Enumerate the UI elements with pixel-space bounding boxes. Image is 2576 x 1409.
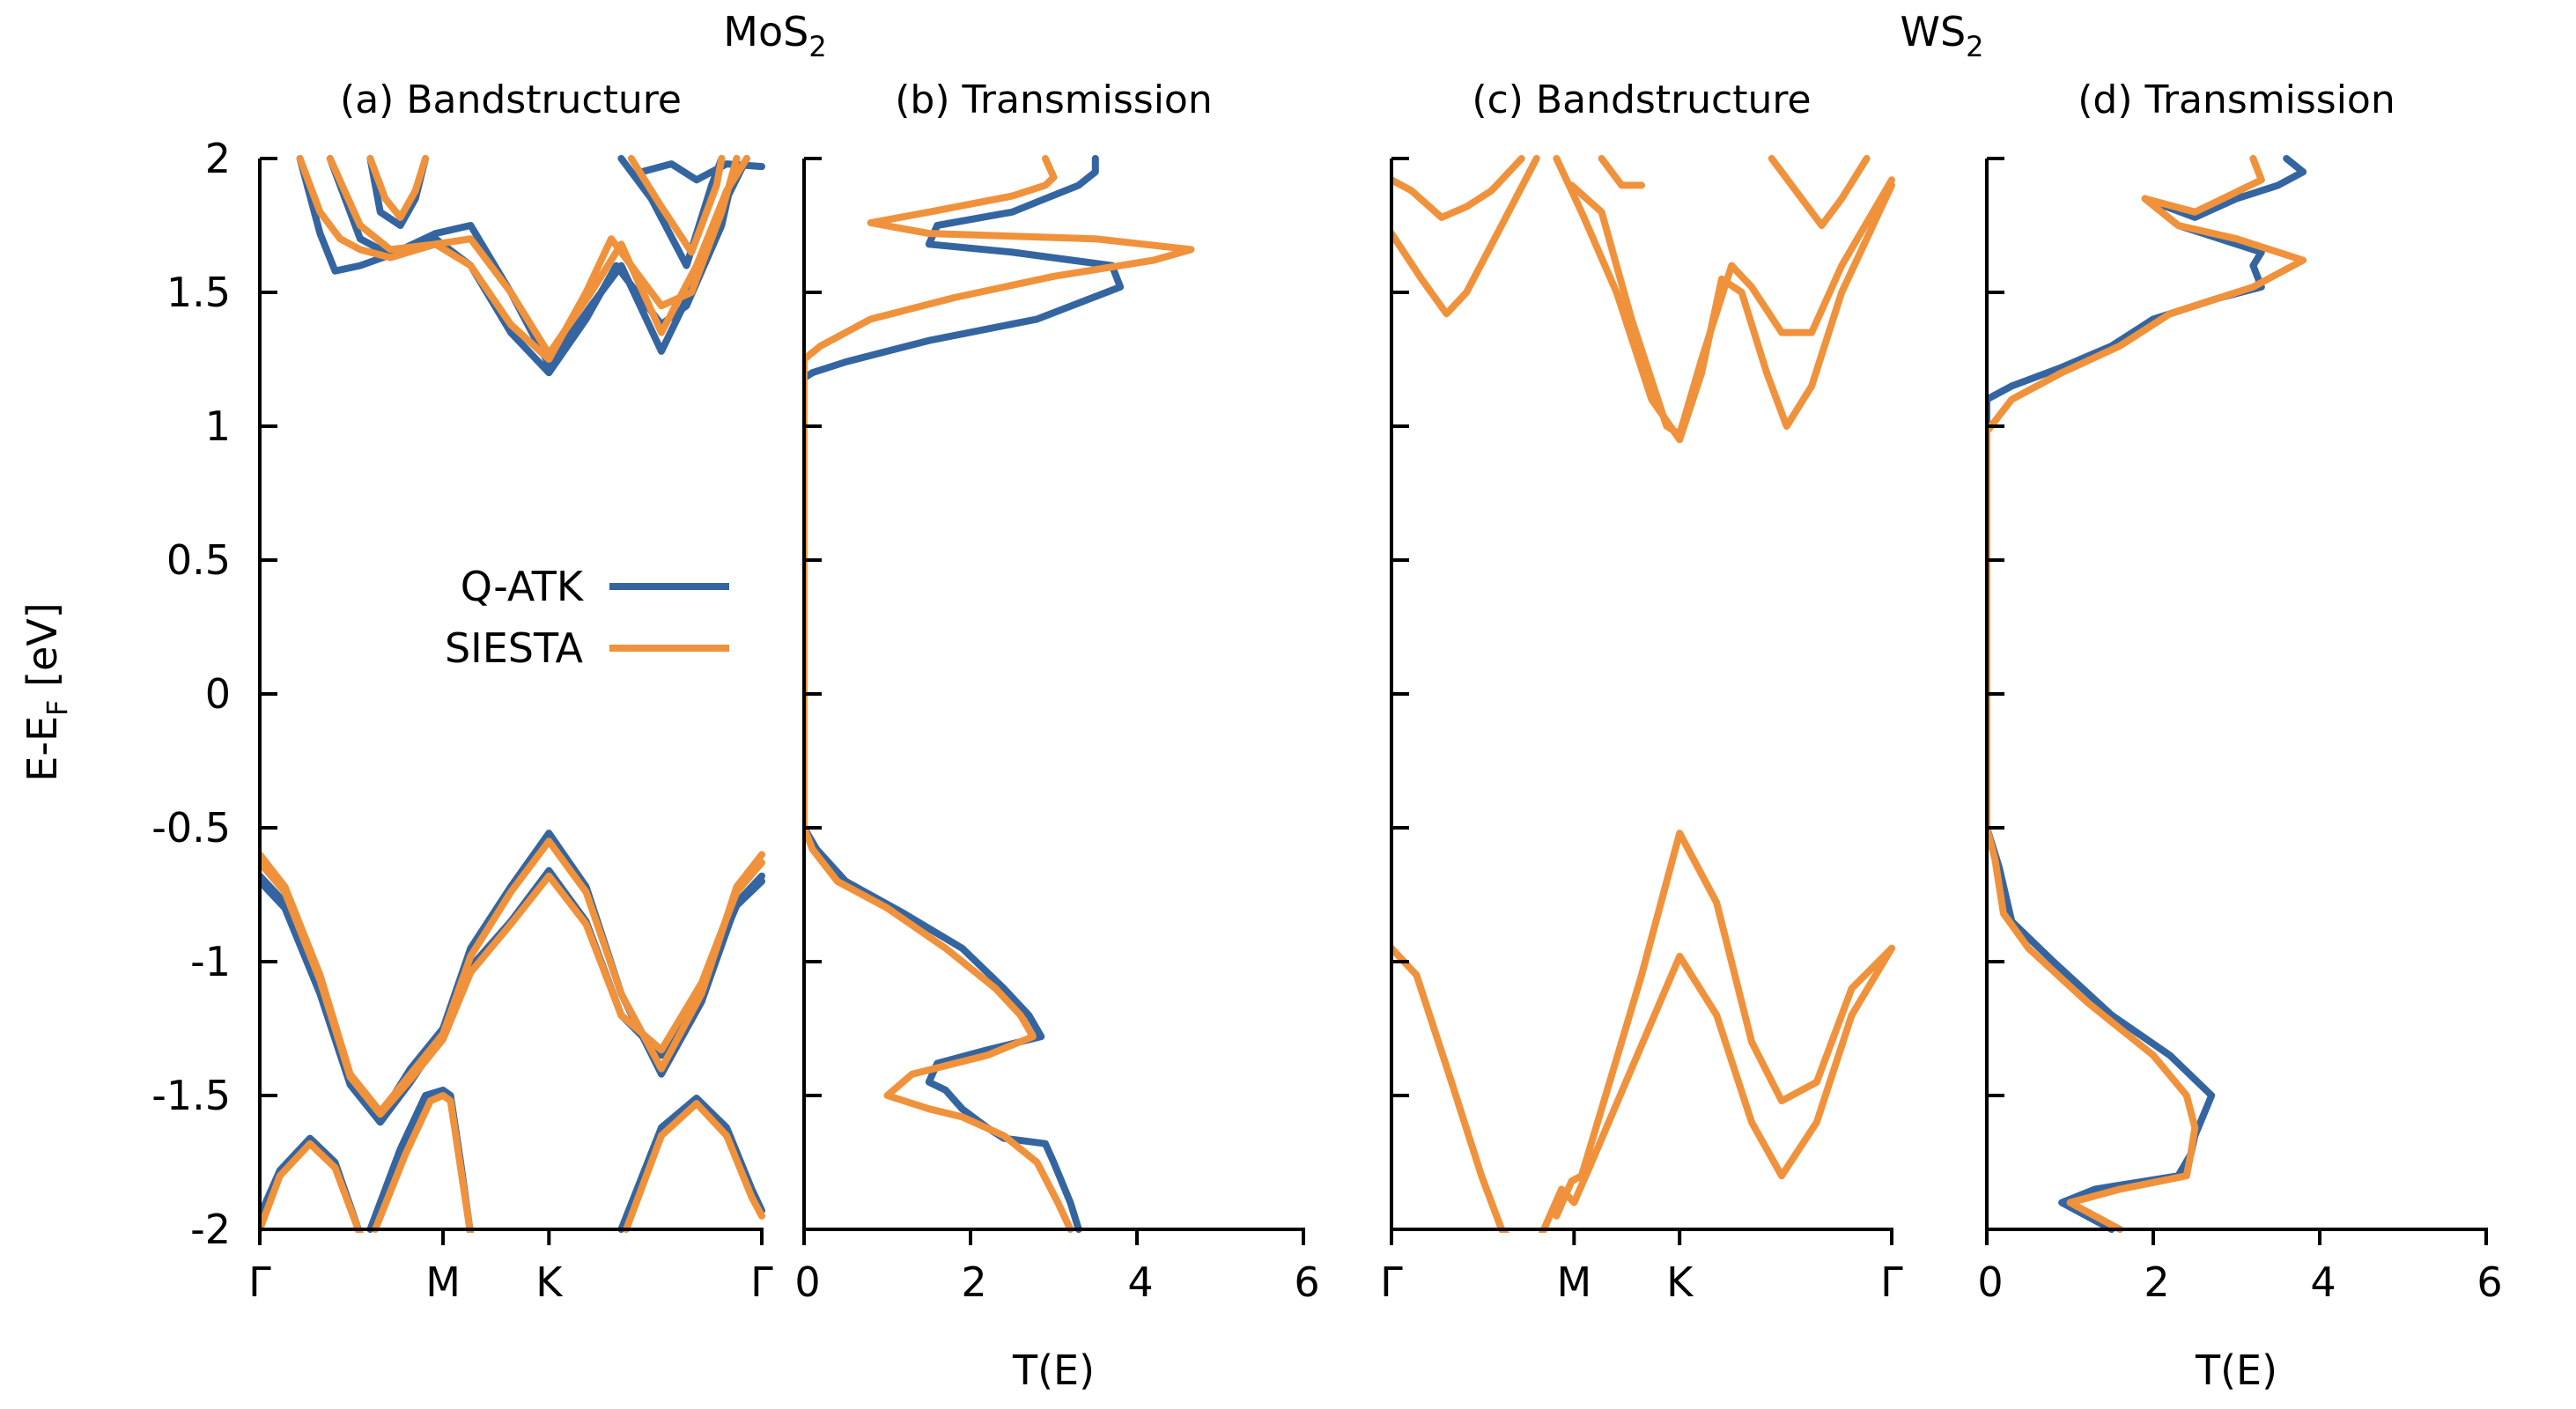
series-siesta-band [1598, 155, 1645, 189]
x-tick-label: 0 [794, 1258, 820, 1306]
series-siesta-band [1538, 944, 1895, 1233]
y-tick-label: 2 [205, 135, 231, 182]
material-title-ws2: WS2 [1900, 8, 1983, 63]
series-qatk-curve [804, 155, 1125, 1233]
x-tick-label: 0 [1977, 1258, 2003, 1306]
series-siesta-band [366, 155, 430, 221]
y-tick-label: -1.5 [151, 1072, 231, 1119]
series-siesta-band [326, 155, 750, 358]
x-tick-label: Γ [1880, 1258, 1903, 1306]
legend-label-qatk: Q-ATK [461, 563, 585, 610]
series-qatk-band [260, 830, 765, 1121]
x-tick-label: Γ [750, 1258, 773, 1306]
x-tick-label: K [535, 1258, 564, 1306]
series-siesta-band [1768, 155, 1871, 229]
x-axis-label: T(E) [1012, 1346, 1095, 1394]
panel-title: (d) Transmission [2078, 77, 2395, 122]
series-siesta-band [627, 155, 726, 256]
legend: Q-ATK SIESTA [445, 563, 729, 672]
y-tick-labels: 2 1.5 1 0.5 0 -0.5 -1 -1.5 -2 [151, 135, 231, 1253]
y-tick-label: -0.5 [151, 804, 231, 852]
series-qatk-curve [1987, 155, 2307, 1233]
x-tick-label: 4 [2310, 1258, 2336, 1306]
x-tick-label: 6 [1294, 1258, 1319, 1306]
panel-title: (a) Bandstructure [340, 77, 682, 122]
panel-title: (c) Bandstructure [1472, 77, 1811, 122]
panel-c-bandstructure-ws2: (c) Bandstructure Γ M K Γ [1380, 77, 1903, 1306]
panel-a-bandstructure-mos2: (a) Bandstructure Γ M K Γ [248, 77, 773, 1306]
x-tick-label: M [425, 1258, 461, 1306]
y-axis-label: E-EF [eV] [18, 602, 74, 781]
series-siesta-band [1568, 176, 1895, 439]
panel-title: (b) Transmission [895, 77, 1213, 122]
series-siesta-band [1391, 944, 1509, 1233]
series-siesta-band [1553, 155, 1895, 444]
series-qatk-band [296, 155, 741, 377]
x-tick-label: Γ [248, 1258, 271, 1306]
series-siesta-band [260, 1140, 364, 1233]
series-siesta-band [1391, 155, 1525, 221]
series-siesta-band [1553, 830, 1895, 1220]
legend-label-siesta: SIESTA [445, 624, 584, 672]
svg-text:E-EF [eV]: E-EF [eV] [18, 602, 74, 781]
y-tick-label: -2 [190, 1206, 231, 1253]
x-tick-label: 2 [2144, 1258, 2169, 1306]
x-tick-label: 6 [2476, 1258, 2502, 1306]
series-siesta-curve [1987, 155, 2307, 1233]
series-siesta-curve [804, 155, 1195, 1233]
y-tick-label: 1 [205, 402, 231, 450]
y-tick-label: 0 [205, 670, 231, 718]
x-tick-label: M [1556, 1258, 1591, 1306]
y-tick-label: 1.5 [166, 269, 231, 316]
y-tick-label: -1 [190, 938, 231, 985]
x-tick-label: 4 [1127, 1258, 1153, 1306]
series-qatk-band [260, 867, 765, 1126]
x-tick-label: 2 [961, 1258, 986, 1306]
x-axis-label: T(E) [2195, 1346, 2277, 1394]
series-siesta-band [623, 1100, 765, 1233]
x-tick-label: K [1666, 1258, 1694, 1306]
series-siesta-band [260, 859, 765, 1118]
panel-d-transmission-ws2: (d) Transmission 0 2 4 6 T(E) [1977, 77, 2502, 1394]
material-title-mos2: MoS2 [723, 8, 826, 63]
series-siesta-band [372, 1092, 475, 1233]
y-tick-label: 0.5 [166, 536, 231, 584]
series-siesta-band [1391, 155, 1540, 318]
x-tick-label: Γ [1380, 1258, 1403, 1306]
panel-b-transmission-mos2: (b) Transmission 0 2 4 6 T(E) [794, 77, 1319, 1394]
